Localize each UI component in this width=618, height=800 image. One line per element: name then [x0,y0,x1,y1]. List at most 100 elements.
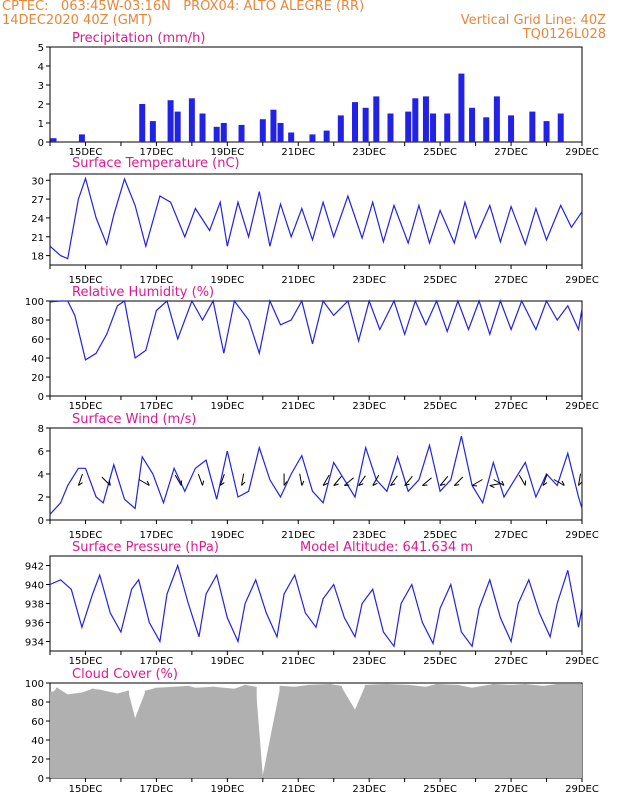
precip-bar [259,119,266,142]
y-tick-label: 934 [25,638,44,649]
wind-barb [241,473,245,486]
precip-bar [543,121,550,142]
wind-barb [299,473,303,486]
x-tick-label: 23DEC [352,401,386,412]
y-tick-label: 27 [31,195,44,206]
x-tick-label: 17DEC [140,401,174,412]
x-tick-label: 23DEC [352,656,386,667]
wind-barb-head [241,481,246,486]
y-tick-label: 18 [31,252,44,263]
precip-bar [483,117,490,142]
wind-barb [404,475,413,486]
precip-bar [430,113,437,142]
x-tick-label: 19DEC [210,401,244,412]
x-tick-label: 21DEC [281,275,315,286]
panel-frame [49,173,583,266]
y-tick-label: 0 [38,138,44,149]
x-tick-label: 17DEC [140,656,174,667]
x-tick-label: 17DEC [140,147,174,158]
precip-bar [213,126,220,142]
x-tick-label: 25DEC [423,275,457,286]
y-tick-label: 938 [25,600,44,611]
panel-6: Cloud Cover (%) 0 20 40 60 80 100 15DEC 17DEC 19D… [25,667,599,795]
wind-barb [439,475,449,486]
panel-title: Surface Temperature (nC) [72,156,240,171]
panel-title: Surface Wind (m/s) [72,412,196,427]
precip-bar [458,73,465,142]
cloud-bar [354,709,357,778]
cloud-cover-area [50,683,582,778]
wind-barb [101,476,111,486]
x-tick-label: 21DEC [281,147,315,158]
cloud-bar [80,692,83,778]
x-tick-label: 17DEC [140,784,174,795]
cloud-bar [339,685,342,778]
panel-2: Surface Temperature (nC) 18 21 24 27 30 15DEC 1… [31,156,599,286]
x-tick-label: 19DEC [210,656,244,667]
header-grid-line: Vertical Grid Line: 40Z [460,13,606,28]
wind-barb-head [501,480,505,486]
y-tick-label: 2 [38,493,44,504]
cloud-bar [424,686,427,778]
wind-barb-head [219,482,225,486]
wind-barb [358,475,366,486]
wind-barb [518,474,526,486]
precip-bar [362,107,369,142]
y-tick-label: 4 [38,62,44,73]
cloud-bar [98,689,101,778]
x-tick-label: 23DEC [352,784,386,795]
y-tick-label: 0 [38,774,44,785]
cloud-bar [187,685,190,778]
x-tick-label: 21DEC [281,530,315,541]
series-line [49,435,583,515]
header-line1: CPTEC: 063:45W-03:16N PROX04: ALTO ALEGR… [2,0,365,14]
y-tick-label: 8 [38,424,44,435]
y-tick-label: 1 [38,119,44,130]
x-tick-label: 29DEC [565,530,599,541]
precip-bar [412,98,419,142]
cloud-bar [471,687,474,778]
wind-barb-head [404,483,410,486]
panel-title: Surface Pressure (hPa) [72,540,219,555]
panel-4: Surface Wind (m/s) 0 2 4 6 8 15DEC 17DEC 19DEC 21… [38,412,599,541]
y-tick-label: 80 [31,698,44,709]
precip-bar [469,107,476,142]
panel-5: Surface Pressure (hPa) Model Altitude: 64… [25,540,599,667]
precip-bar [337,115,344,142]
cloud-bar [66,694,69,778]
wind-barb-head [561,480,565,486]
cloud-bar [364,684,367,778]
precip-bar [422,96,429,142]
precip-bar [78,134,85,142]
cloud-bar [127,690,130,778]
y-tick-label: 942 [25,562,44,573]
y-tick-label: 0 [38,392,44,403]
wind-barb [333,475,342,486]
precip-bar [188,98,195,142]
cloud-bar [456,684,459,778]
y-tick-label: 80 [31,316,44,327]
cloud-bar [329,683,332,778]
x-tick-label: 23DEC [352,275,386,286]
precip-bar [373,96,380,142]
cloud-bar [385,683,388,778]
y-tick-label: 100 [25,679,44,690]
y-tick-label: 24 [31,214,44,225]
wind-barb [197,474,203,486]
y-tick-label: 20 [31,373,44,384]
wind-barb-head [202,480,205,486]
x-tick-label: 25DEC [423,656,457,667]
wind-barb [471,479,483,486]
wind-barb [422,477,432,486]
x-tick-label: 21DEC [281,656,315,667]
wind-barb [372,474,380,486]
x-tick-label: 27DEC [494,784,528,795]
cloud-bar [570,683,573,778]
cloud-bar [435,683,438,778]
wind-barb [577,473,582,486]
x-tick-label: 29DEC [565,784,599,795]
y-tick-label: 60 [31,717,44,728]
wind-barb-head [542,482,548,486]
panel-frame [49,300,583,397]
